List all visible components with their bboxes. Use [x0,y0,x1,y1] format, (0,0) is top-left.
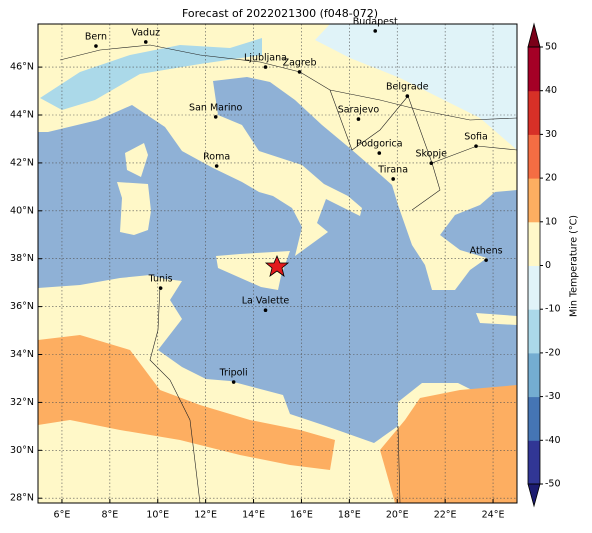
colorbar-tick-label: 20 [545,173,557,184]
city-label: Sofia [464,132,488,143]
city-label: Bern [85,32,107,43]
city-dot [391,177,395,181]
colorbar-tick-label: 40 [545,85,557,96]
country-border [397,425,401,503]
x-tick-label: 10°E [146,510,169,521]
x-tick-label: 16°E [290,510,313,521]
city-dot [158,286,163,290]
y-tick-label: 32°N [10,397,34,408]
land-sardinia [117,182,151,235]
y-tick-label: 44°N [10,110,34,121]
x-tick-label: 8°E [101,510,118,521]
y-tick-label: 34°N [10,349,34,360]
city-dot [263,65,268,69]
colorbar-tick-label: -30 [545,391,561,402]
city-label: San Marino [189,102,242,113]
country-border [149,285,201,503]
city-dot [94,44,98,48]
colorbar-band [528,178,540,223]
x-tick-label: 12°E [194,510,217,521]
colorbar-band [528,265,540,310]
colorbar-band [528,134,540,179]
city-label: Vaduz [131,27,160,38]
city-dot [405,94,410,98]
city-label: Roma [203,152,230,163]
city-label: Athens [470,246,503,257]
colorbar-band [528,396,540,441]
city-label: Tirana [377,164,408,175]
map-frame [37,23,518,504]
city-label: La Valette [242,296,290,307]
land-crete [476,313,517,325]
y-tick-label: 42°N [10,157,34,168]
y-tick-label: 40°N [10,205,34,216]
colorbar-band [528,47,540,92]
city-label: Budapest [353,16,398,27]
colorbar: -50 -40 -30 -20 -10 0 10 20 30 40 50 [527,22,561,508]
colorbar-tick-label: 10 [545,216,557,227]
colorbar-tick-label: -10 [545,304,561,315]
city-dot [356,117,361,121]
city-label: Skopje [415,149,447,160]
y-tick-label: 36°N [10,301,34,312]
city-label: Sarajevo [338,105,380,116]
colorbar-extension-over [527,22,541,48]
y-tick-label: 28°N [10,493,34,504]
title: Forecast of 2022021300 (f048-072) [182,7,378,20]
city-dot [484,258,488,262]
colorbar-tick-label: 50 [545,42,557,53]
colorbar-label: Min Temperature (°C) [569,215,580,317]
x-tick-label: 24°E [482,510,505,521]
city-dot [474,144,478,148]
x-tick-label: 6°E [54,510,71,521]
colorbar-band [528,221,540,266]
city-label: Tripoli [219,368,248,379]
city-label: Ljubljana [244,53,287,64]
land-corsica [125,143,148,177]
city-dot [213,115,218,119]
city-dot [377,151,382,155]
city-dot [429,161,434,165]
country-border [411,162,441,211]
colorbar-tick-label: -40 [545,435,561,446]
colorbar-extension-under [527,483,541,508]
city-dot [263,308,268,313]
city-dot [143,40,148,44]
city-label: Podgorica [356,139,403,150]
colorbar-tick-label: -20 [545,347,561,358]
y-tick-label: 46°N [10,62,34,73]
x-tick-label: 14°E [242,510,265,521]
colorbar-tick-label: -50 [545,479,561,490]
city-dot [231,380,236,384]
city-label: Zagreb [283,57,317,68]
x-tick-label: 22°E [434,510,457,521]
y-tick-label: 38°N [10,253,34,264]
city-dot [373,29,378,33]
x-tick-label: 20°E [386,510,409,521]
colorbar-tick-label: 30 [545,129,557,140]
city-label: Tunis [148,274,173,285]
colorbar-band [528,90,540,135]
forecast-point-star [264,254,290,277]
land-sicily [216,251,290,290]
colorbar-band [528,309,540,354]
colorbar-tick-label: 0 [545,260,551,271]
city-dot [214,164,219,168]
y-tick-label: 30°N [10,445,34,456]
city-label: Belgrade [386,82,429,93]
colorbar-band [528,352,540,398]
cold-zone-east [315,24,517,150]
city-dot [297,70,302,74]
x-tick-label: 18°E [338,510,361,521]
warm-zone-east [380,385,517,503]
grid: 6°E 8°E 10°E 12°E 14°E 16°E 18°E 20°E 22°E 24°E 28… [10,24,517,521]
colorbar-band [528,440,540,485]
